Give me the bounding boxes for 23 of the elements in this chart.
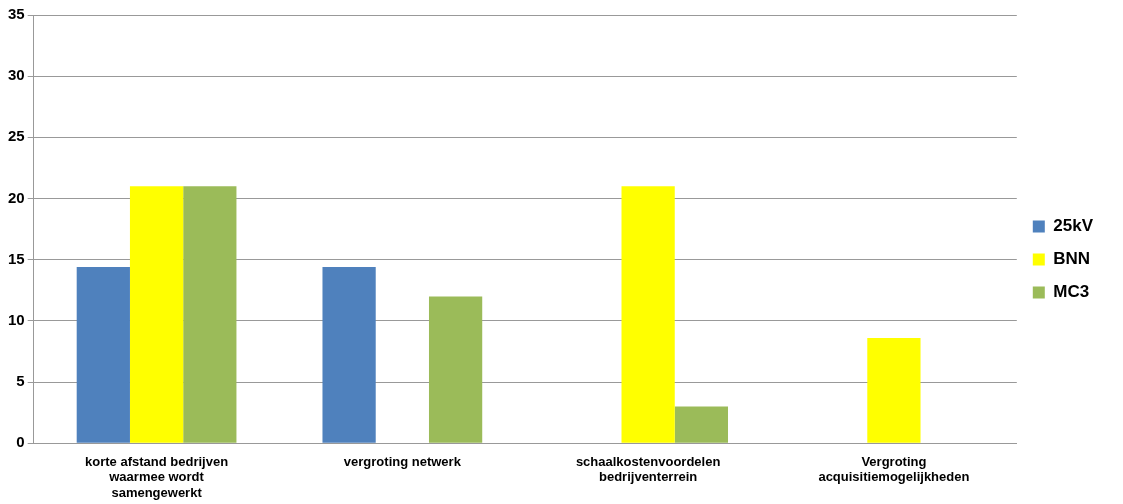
y-tick-label: 30 xyxy=(8,66,25,84)
x-tick-label: korte afstand bedrijven waarmee wordt samengewerkt xyxy=(85,453,229,500)
bar xyxy=(183,186,237,443)
bar xyxy=(76,267,130,443)
y-tick-label: 5 xyxy=(16,372,25,390)
x-tick-label: Vergroting acquisitiemogelijkheden xyxy=(818,453,970,485)
y-tick-label: 0 xyxy=(16,433,25,451)
bar xyxy=(322,267,376,443)
y-tick-label: 35 xyxy=(8,5,25,23)
y-tick-label: 15 xyxy=(8,249,25,267)
bar xyxy=(428,296,483,443)
x-tick-label: vergroting netwerk xyxy=(343,453,462,469)
legend-label: MC3 xyxy=(1053,282,1090,302)
y-tick-label: 20 xyxy=(8,188,25,206)
y-tick-label: 25 xyxy=(8,127,25,145)
bar xyxy=(621,186,675,443)
bar xyxy=(867,337,921,443)
bar xyxy=(674,406,729,443)
legend-label: 25kV xyxy=(1053,216,1094,236)
bar xyxy=(129,186,184,443)
x-tick-label: schaalkostenvoordelen bedrijventerrein xyxy=(575,453,721,485)
y-tick-label: 10 xyxy=(8,311,25,328)
legend-label: BNN xyxy=(1053,249,1091,269)
